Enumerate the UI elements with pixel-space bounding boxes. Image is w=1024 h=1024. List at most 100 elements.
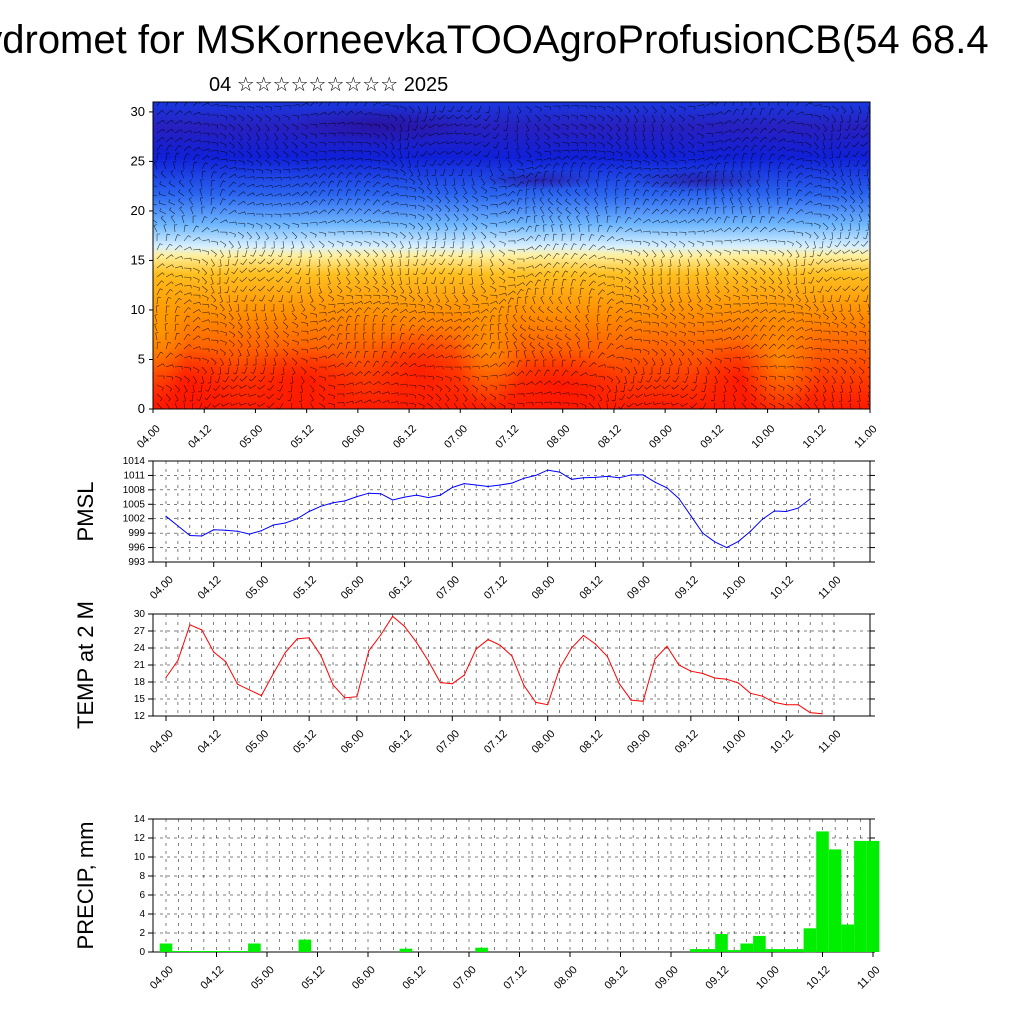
temp-point xyxy=(678,664,680,666)
precip-x-tick-label: 09.00 xyxy=(653,964,681,992)
temp-point xyxy=(761,695,764,697)
temp-point xyxy=(547,704,549,706)
pmsl-x-tick-label: 08.00 xyxy=(530,574,558,602)
precip-bar xyxy=(740,943,753,952)
pmsl-point xyxy=(392,499,394,501)
x-tick-label: 06.00 xyxy=(340,423,368,451)
precip-bar xyxy=(778,949,791,952)
x-tick-label: 07.12 xyxy=(493,423,521,451)
precip-bar xyxy=(715,934,728,952)
temp2m-x-tick-label: 09.00 xyxy=(625,728,653,756)
precip-frame xyxy=(152,818,871,953)
wind-barb-paths xyxy=(153,102,870,409)
pmsl-point xyxy=(749,530,752,532)
x-tick-label: 10.00 xyxy=(749,423,777,451)
y-tick-label: 0 xyxy=(138,401,145,416)
pmsl-point xyxy=(547,469,549,471)
x-tick-label: 08.12 xyxy=(596,423,624,451)
precip-y-tick-label: 8 xyxy=(139,871,145,882)
pmsl-point xyxy=(248,533,251,535)
pmsl-point xyxy=(213,529,215,531)
precip-bar xyxy=(197,951,211,952)
precip-y-tick-label: 12 xyxy=(134,833,146,844)
pmsl-point xyxy=(785,510,787,513)
pmsl-point xyxy=(714,541,716,543)
precip-x-tick-label: 11.00 xyxy=(855,964,882,991)
precip-bar xyxy=(475,947,488,952)
pmsl-point xyxy=(535,474,537,477)
pmsl-point xyxy=(690,515,692,517)
pmsl-y-tick-label: 1011 xyxy=(123,470,145,481)
pmsl-point xyxy=(427,496,430,499)
precip-x-tick-label: 05.12 xyxy=(299,964,327,992)
pmsl-x-tick-label: 10.12 xyxy=(768,574,796,602)
precip-bar xyxy=(210,951,223,952)
pmsl-point xyxy=(308,510,310,513)
precip-bar xyxy=(727,950,741,952)
pmsl-point xyxy=(451,486,453,489)
temp-point xyxy=(392,615,394,617)
pmsl-y-tick-label: 1008 xyxy=(123,485,146,496)
precip-x-tick-label: 08.12 xyxy=(602,964,630,992)
pmsl-point xyxy=(201,535,203,537)
temp2m-x-tick-label: 05.12 xyxy=(291,728,319,756)
temp-point xyxy=(714,677,716,679)
x-tick-label: 05.12 xyxy=(289,423,317,451)
temp-point xyxy=(165,676,167,679)
precip-bar xyxy=(235,951,248,952)
precip-y-tick-label: 4 xyxy=(139,909,145,920)
precip-x-tick-label: 10.12 xyxy=(804,964,832,992)
precip-bar xyxy=(765,949,779,952)
cross-section-shading xyxy=(153,105,820,409)
temp-point xyxy=(606,655,608,658)
x-tick-label: 05.00 xyxy=(237,423,265,451)
y-tick-label: 25 xyxy=(131,153,145,168)
temp-point xyxy=(403,625,406,628)
temp-point xyxy=(463,674,465,676)
pmsl-x-tick-label: 05.00 xyxy=(243,574,271,602)
temp-point xyxy=(821,713,823,715)
pmsl-point xyxy=(236,530,239,532)
temp-point xyxy=(773,701,775,704)
precip-bar xyxy=(399,948,413,952)
temp-point xyxy=(356,696,358,698)
precip-bar xyxy=(790,949,804,952)
temp-point xyxy=(344,697,346,699)
pmsl-x-tick-label: 04.00 xyxy=(148,574,176,602)
temp-point xyxy=(308,637,310,639)
temp-point xyxy=(499,644,501,646)
pmsl-x-tick-label: 11.00 xyxy=(816,574,843,601)
precip-x-tick-label: 07.12 xyxy=(501,964,529,992)
precip-x-tick-label: 10.00 xyxy=(754,964,782,992)
temp-point xyxy=(726,678,728,680)
pmsl-point xyxy=(284,522,286,524)
temp-point xyxy=(630,699,632,701)
warm-region xyxy=(360,325,480,409)
page-subtitle: 04 ☆☆☆☆☆☆☆☆☆ 2025 xyxy=(209,74,449,96)
pmsl-point xyxy=(606,475,608,477)
pmsl-point xyxy=(356,495,358,498)
pmsl-point xyxy=(296,518,298,520)
precip-y-tick-label: 0 xyxy=(139,947,145,958)
temp-series-line xyxy=(165,615,823,715)
precip-x-tick-label: 05.00 xyxy=(249,964,277,992)
x-tick-label: 04.00 xyxy=(135,423,163,451)
precip-bar xyxy=(828,849,842,952)
precip-x-tick-label: 09.12 xyxy=(703,964,731,992)
temp2m-x-tick-label: 05.00 xyxy=(243,728,271,756)
pmsl-point xyxy=(332,502,334,504)
temp-point xyxy=(284,651,286,654)
temp-point xyxy=(642,700,644,702)
temp-point xyxy=(809,712,811,714)
temp-point xyxy=(594,643,597,645)
pmsl-x-tick-label: 07.00 xyxy=(434,574,462,602)
pmsl-x-tick-label: 05.12 xyxy=(291,574,319,602)
pmsl-point xyxy=(642,474,644,476)
precip-bar xyxy=(866,840,880,952)
pmsl-x-tick-label: 10.00 xyxy=(720,574,748,602)
temp-point xyxy=(380,634,382,636)
pmsl-point xyxy=(797,507,799,509)
pmsl-x-tick-label: 04.12 xyxy=(196,574,224,602)
temp-point xyxy=(797,704,799,706)
